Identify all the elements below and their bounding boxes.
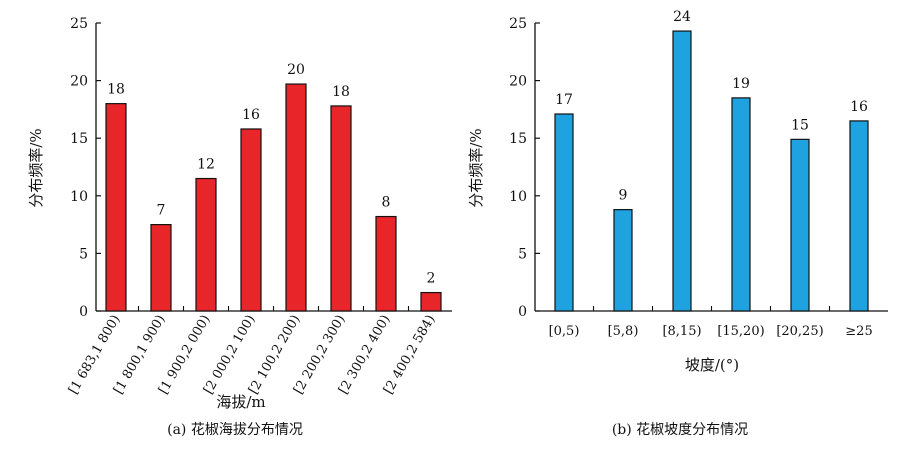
data-label: 8 xyxy=(382,195,391,211)
y-tick-label: 25 xyxy=(70,16,88,32)
bar xyxy=(613,209,633,312)
bar xyxy=(420,291,442,312)
data-label: 16 xyxy=(242,107,260,123)
y-tick-label: 20 xyxy=(70,74,88,90)
y-tick-label: 15 xyxy=(70,131,88,147)
data-label: 7 xyxy=(157,203,166,219)
y-tick-label: 10 xyxy=(509,189,527,205)
data-label: 24 xyxy=(673,9,691,25)
data-label: 9 xyxy=(619,188,628,204)
category-label: [20,25) xyxy=(776,324,823,339)
category-label: [8,15) xyxy=(662,324,701,339)
y-axis-title: 分布频率/% xyxy=(467,128,485,207)
bar xyxy=(105,103,127,312)
category-label: [0,5) xyxy=(549,324,580,339)
bar xyxy=(731,97,751,312)
data-label: 2 xyxy=(427,271,436,287)
data-label: 18 xyxy=(332,84,350,100)
y-tick-label: 20 xyxy=(509,74,527,90)
bar xyxy=(195,177,217,312)
chart-caption: (b) 花椒坡度分布情况 xyxy=(612,422,748,438)
data-label: 12 xyxy=(197,157,215,173)
bar xyxy=(150,224,172,312)
data-label: 17 xyxy=(555,92,573,108)
bar xyxy=(285,83,307,312)
bar xyxy=(849,120,869,312)
category-label: [5,8) xyxy=(608,324,639,339)
category-label: [15,20) xyxy=(717,324,764,339)
data-label: 20 xyxy=(287,62,305,78)
category-label: ≥25 xyxy=(845,324,872,339)
y-tick-label: 25 xyxy=(509,16,527,32)
bar xyxy=(330,105,352,312)
y-tick-label: 5 xyxy=(79,246,88,262)
bar xyxy=(375,215,397,312)
bar xyxy=(554,113,574,312)
data-label: 15 xyxy=(791,117,809,133)
bar xyxy=(240,128,262,312)
y-axis-title: 分布频率/% xyxy=(27,128,45,207)
x-axis-title: 海拔/m xyxy=(216,393,265,411)
bar xyxy=(790,138,810,312)
y-tick-label: 5 xyxy=(518,246,527,262)
y-tick-label: 10 xyxy=(70,189,88,205)
chart-slope: 0 5 10 15 20 25 17 [0,5) 9 [5,8) 24 [8,15) 19 [15,20)… xyxy=(467,9,888,438)
data-label: 19 xyxy=(732,76,750,92)
y-tick-label: 15 xyxy=(509,131,527,147)
data-label: 18 xyxy=(107,82,125,98)
bar xyxy=(672,30,692,312)
y-tick-label: 0 xyxy=(79,304,88,320)
data-label: 16 xyxy=(850,99,868,115)
chart-caption: (a) 花椒海拔分布情况 xyxy=(167,422,303,438)
x-axis-title: 坡度/(°) xyxy=(685,356,739,374)
y-tick-label: 0 xyxy=(518,304,527,320)
